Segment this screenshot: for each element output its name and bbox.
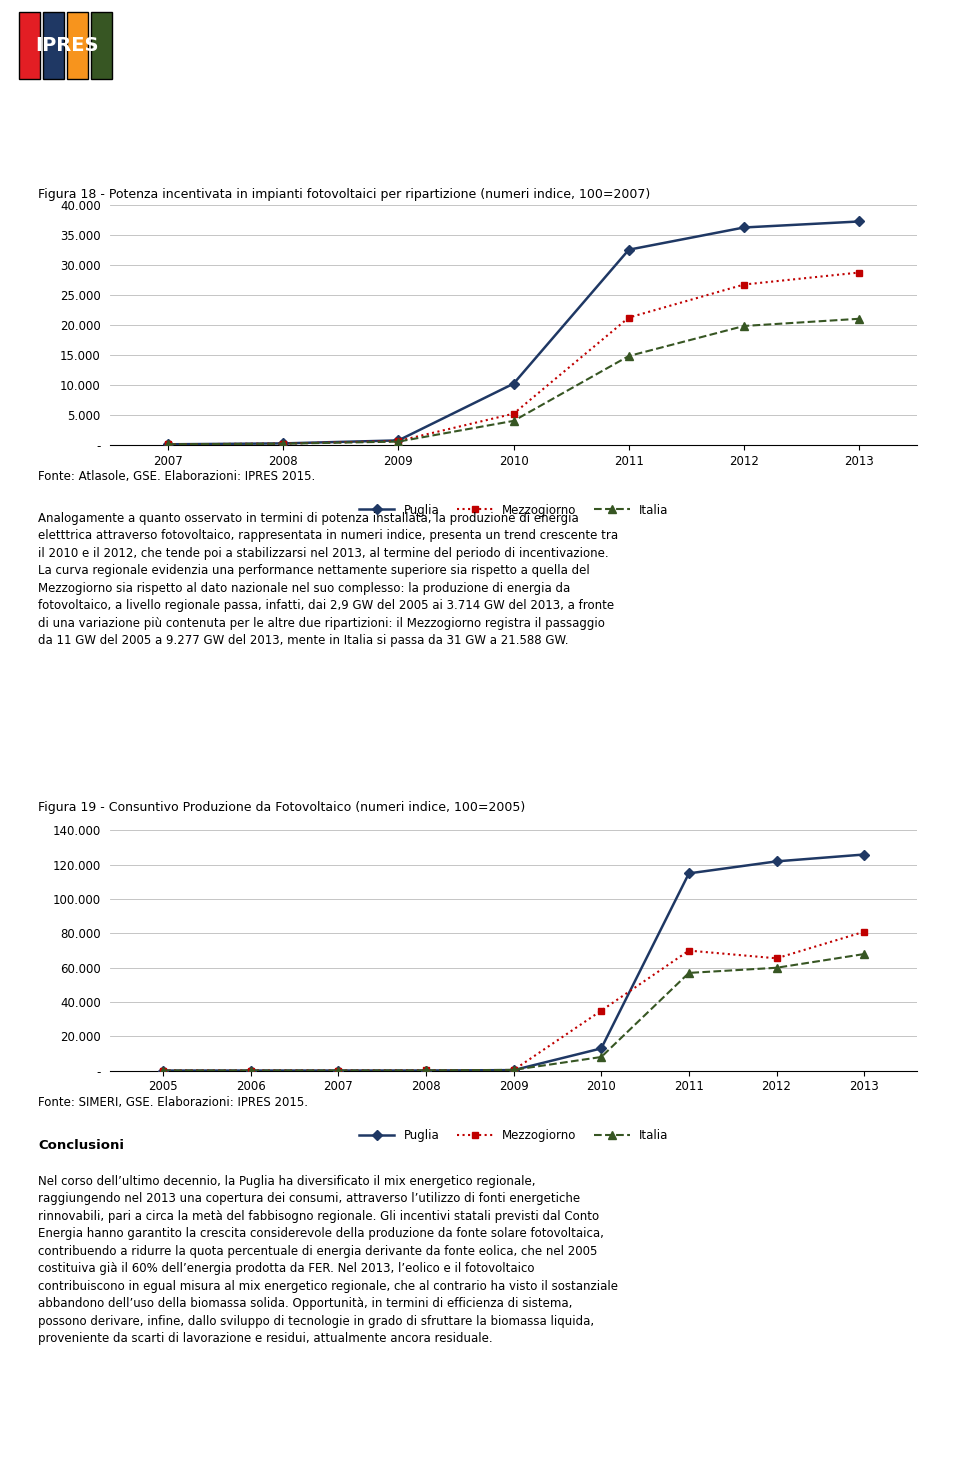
FancyBboxPatch shape — [43, 12, 64, 79]
Text: IPRES: IPRES — [36, 36, 99, 55]
Legend: Puglia, Mezzogiorno, Italia: Puglia, Mezzogiorno, Italia — [354, 498, 673, 522]
Text: Conclusioni: Conclusioni — [38, 1139, 125, 1152]
Text: Figura 19 - Consuntivo Produzione da Fotovoltaico (numeri indice, 100=2005): Figura 19 - Consuntivo Produzione da Fot… — [38, 801, 526, 814]
FancyBboxPatch shape — [67, 12, 88, 79]
FancyBboxPatch shape — [19, 12, 40, 79]
Legend: Puglia, Mezzogiorno, Italia: Puglia, Mezzogiorno, Italia — [354, 1124, 673, 1148]
Text: Figura 18 - Potenza incentivata in impianti fotovoltaici per ripartizione (numer: Figura 18 - Potenza incentivata in impia… — [38, 188, 651, 202]
FancyBboxPatch shape — [91, 12, 112, 79]
Text: Nel corso dell’ultimo decennio, la Puglia ha diversificato il mix energetico reg: Nel corso dell’ultimo decennio, la Pugli… — [38, 1175, 618, 1345]
Text: Fonte: SIMERI, GSE. Elaborazioni: IPRES 2015.: Fonte: SIMERI, GSE. Elaborazioni: IPRES … — [38, 1096, 308, 1109]
Text: Fonte: Atlasole, GSE. Elaborazioni: IPRES 2015.: Fonte: Atlasole, GSE. Elaborazioni: IPRE… — [38, 470, 316, 483]
Text: Analogamente a quanto osservato in termini di potenza installata, la produzione : Analogamente a quanto osservato in termi… — [38, 512, 618, 647]
